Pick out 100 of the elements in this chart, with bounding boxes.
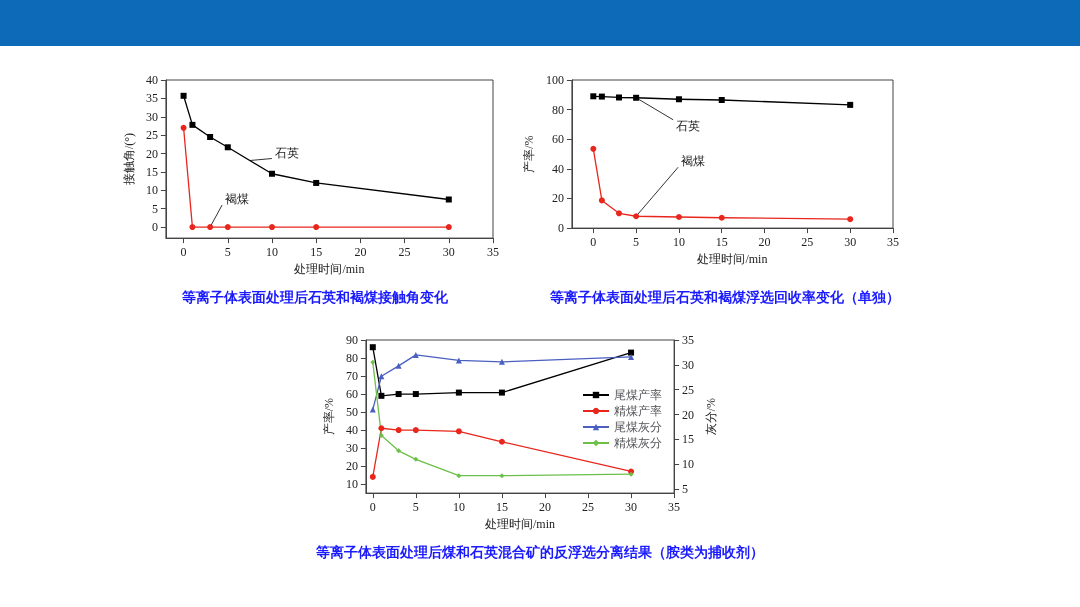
point <box>395 427 402 434</box>
y-axis-title: 产率/% <box>322 397 336 436</box>
x-axis-title: 处理时间/min <box>484 517 556 531</box>
y-tick-label: 80 <box>551 102 564 117</box>
x-tick-label: 0 <box>369 500 376 515</box>
point <box>370 359 376 365</box>
y-tick-label: 30 <box>145 109 158 124</box>
point <box>633 94 640 101</box>
x-tick-label: 25 <box>801 235 814 250</box>
y-tick-label: 30 <box>345 441 358 456</box>
point <box>189 224 196 231</box>
point <box>313 224 320 231</box>
point <box>268 224 275 231</box>
series-label: 石英 <box>274 145 299 160</box>
x-tick-label: 25 <box>398 245 411 260</box>
y-tick-label: 10 <box>345 477 358 492</box>
x-tick-label: 10 <box>265 245 278 260</box>
point <box>207 224 214 231</box>
point <box>189 121 196 128</box>
y-tick-label: 70 <box>345 369 358 384</box>
point <box>675 213 682 220</box>
y-tick-label: 20 <box>345 459 358 474</box>
legend-label: 精煤产率 <box>614 404 662 418</box>
point <box>499 473 505 479</box>
x-tick-label: 10 <box>672 235 685 250</box>
point <box>456 473 462 479</box>
point <box>445 196 452 203</box>
y-axis-title: 接触角/(°) <box>122 132 136 186</box>
x-tick-label: 10 <box>452 500 465 515</box>
x-tick-label: 0 <box>180 245 187 260</box>
y-tick-label: 40 <box>345 423 358 438</box>
point <box>628 349 635 356</box>
x-tick-label: 20 <box>538 500 551 515</box>
point <box>224 144 231 151</box>
point <box>445 224 452 231</box>
y-tick-label: 80 <box>345 351 358 366</box>
point <box>378 373 385 380</box>
x-tick-label: 15 <box>715 235 728 250</box>
point <box>847 216 854 223</box>
point <box>268 170 275 177</box>
series-label: 褐煤 <box>225 192 250 207</box>
point <box>675 96 682 103</box>
point <box>616 210 622 217</box>
x-tick-label: 30 <box>844 235 857 250</box>
point <box>369 473 376 480</box>
point <box>718 214 725 221</box>
x-tick-label: 5 <box>224 245 231 260</box>
x-tick-label: 30 <box>442 245 455 260</box>
point <box>313 179 320 186</box>
text: 褐煤 <box>681 154 706 169</box>
x-tick-label: 5 <box>412 500 419 515</box>
y-tick-label: 40 <box>551 161 564 176</box>
y-tick-label: 50 <box>345 405 358 420</box>
point <box>455 428 462 435</box>
point <box>395 362 402 369</box>
point <box>224 224 231 231</box>
point <box>412 427 419 434</box>
y-tick-label: 25 <box>145 128 158 143</box>
y-tick-label: 100 <box>545 73 564 87</box>
point <box>378 392 385 399</box>
y2-tick-label: 5 <box>682 482 689 497</box>
x-tick-label: 20 <box>758 235 771 250</box>
y-tick-label: 60 <box>345 387 358 402</box>
point <box>396 448 402 454</box>
y2-tick-label: 30 <box>682 357 695 372</box>
point <box>598 197 605 204</box>
point <box>718 96 725 103</box>
y-tick-label: 0 <box>151 220 158 235</box>
point <box>598 93 605 100</box>
text: 等离子体表面处理后石英和褐煤接触角变化 <box>181 289 449 307</box>
point <box>615 94 622 101</box>
point <box>498 389 505 396</box>
y2-tick-label: 20 <box>682 407 695 422</box>
x-tick-label: 15 <box>310 245 323 260</box>
point <box>455 389 462 396</box>
point <box>498 438 505 445</box>
text: 等离子体表面处理后石英和褐煤浮选回收率变化（单独） <box>549 289 901 307</box>
point <box>413 456 419 462</box>
y-tick-label: 60 <box>551 132 564 147</box>
point <box>498 358 505 365</box>
y2-axis-title: 灰分/% <box>704 397 718 436</box>
point <box>207 133 214 140</box>
point <box>412 391 419 398</box>
x-tick-label: 35 <box>668 500 681 515</box>
x-tick-label: 15 <box>495 500 508 515</box>
series-label: 石英 <box>676 118 701 133</box>
y-tick-label: 35 <box>145 91 158 106</box>
legend-label: 尾煤灰分 <box>614 420 662 434</box>
y-tick-label: 20 <box>145 146 158 161</box>
point <box>590 145 597 152</box>
point <box>378 425 385 432</box>
point <box>378 432 384 438</box>
legend-label: 尾煤产率 <box>614 388 662 402</box>
legend-label: 精煤灰分 <box>614 436 662 450</box>
y-tick-label: 15 <box>145 164 158 179</box>
y2-tick-label: 10 <box>682 457 695 472</box>
x-tick-label: 35 <box>487 245 499 260</box>
y-tick-label: 40 <box>145 73 158 87</box>
x-tick-label: 35 <box>887 235 899 250</box>
text: 等离子体表面处理后煤和石英混合矿的反浮选分离结果（胺类为捕收剂） <box>315 544 765 562</box>
